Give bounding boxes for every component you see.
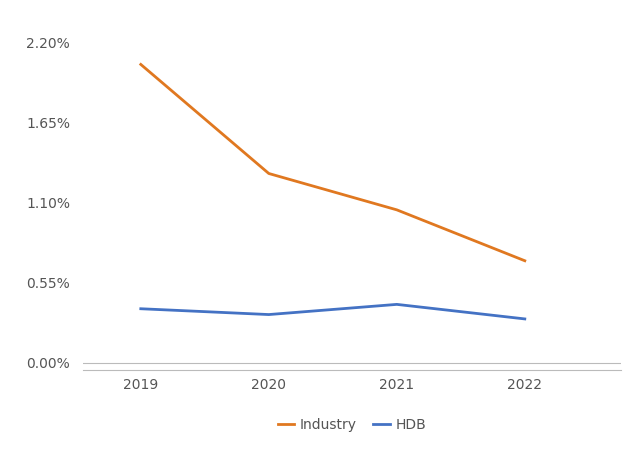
HDB	[393, 302, 401, 307]
Legend: Industry, HDB: Industry, HDB	[272, 412, 432, 437]
Line: HDB: HDB	[141, 304, 525, 319]
HDB	[521, 316, 529, 322]
Industry	[521, 258, 529, 263]
Industry	[137, 62, 145, 67]
HDB	[137, 306, 145, 312]
Industry	[393, 207, 401, 212]
Line: Industry: Industry	[141, 64, 525, 261]
HDB	[265, 312, 273, 317]
Industry	[265, 171, 273, 176]
